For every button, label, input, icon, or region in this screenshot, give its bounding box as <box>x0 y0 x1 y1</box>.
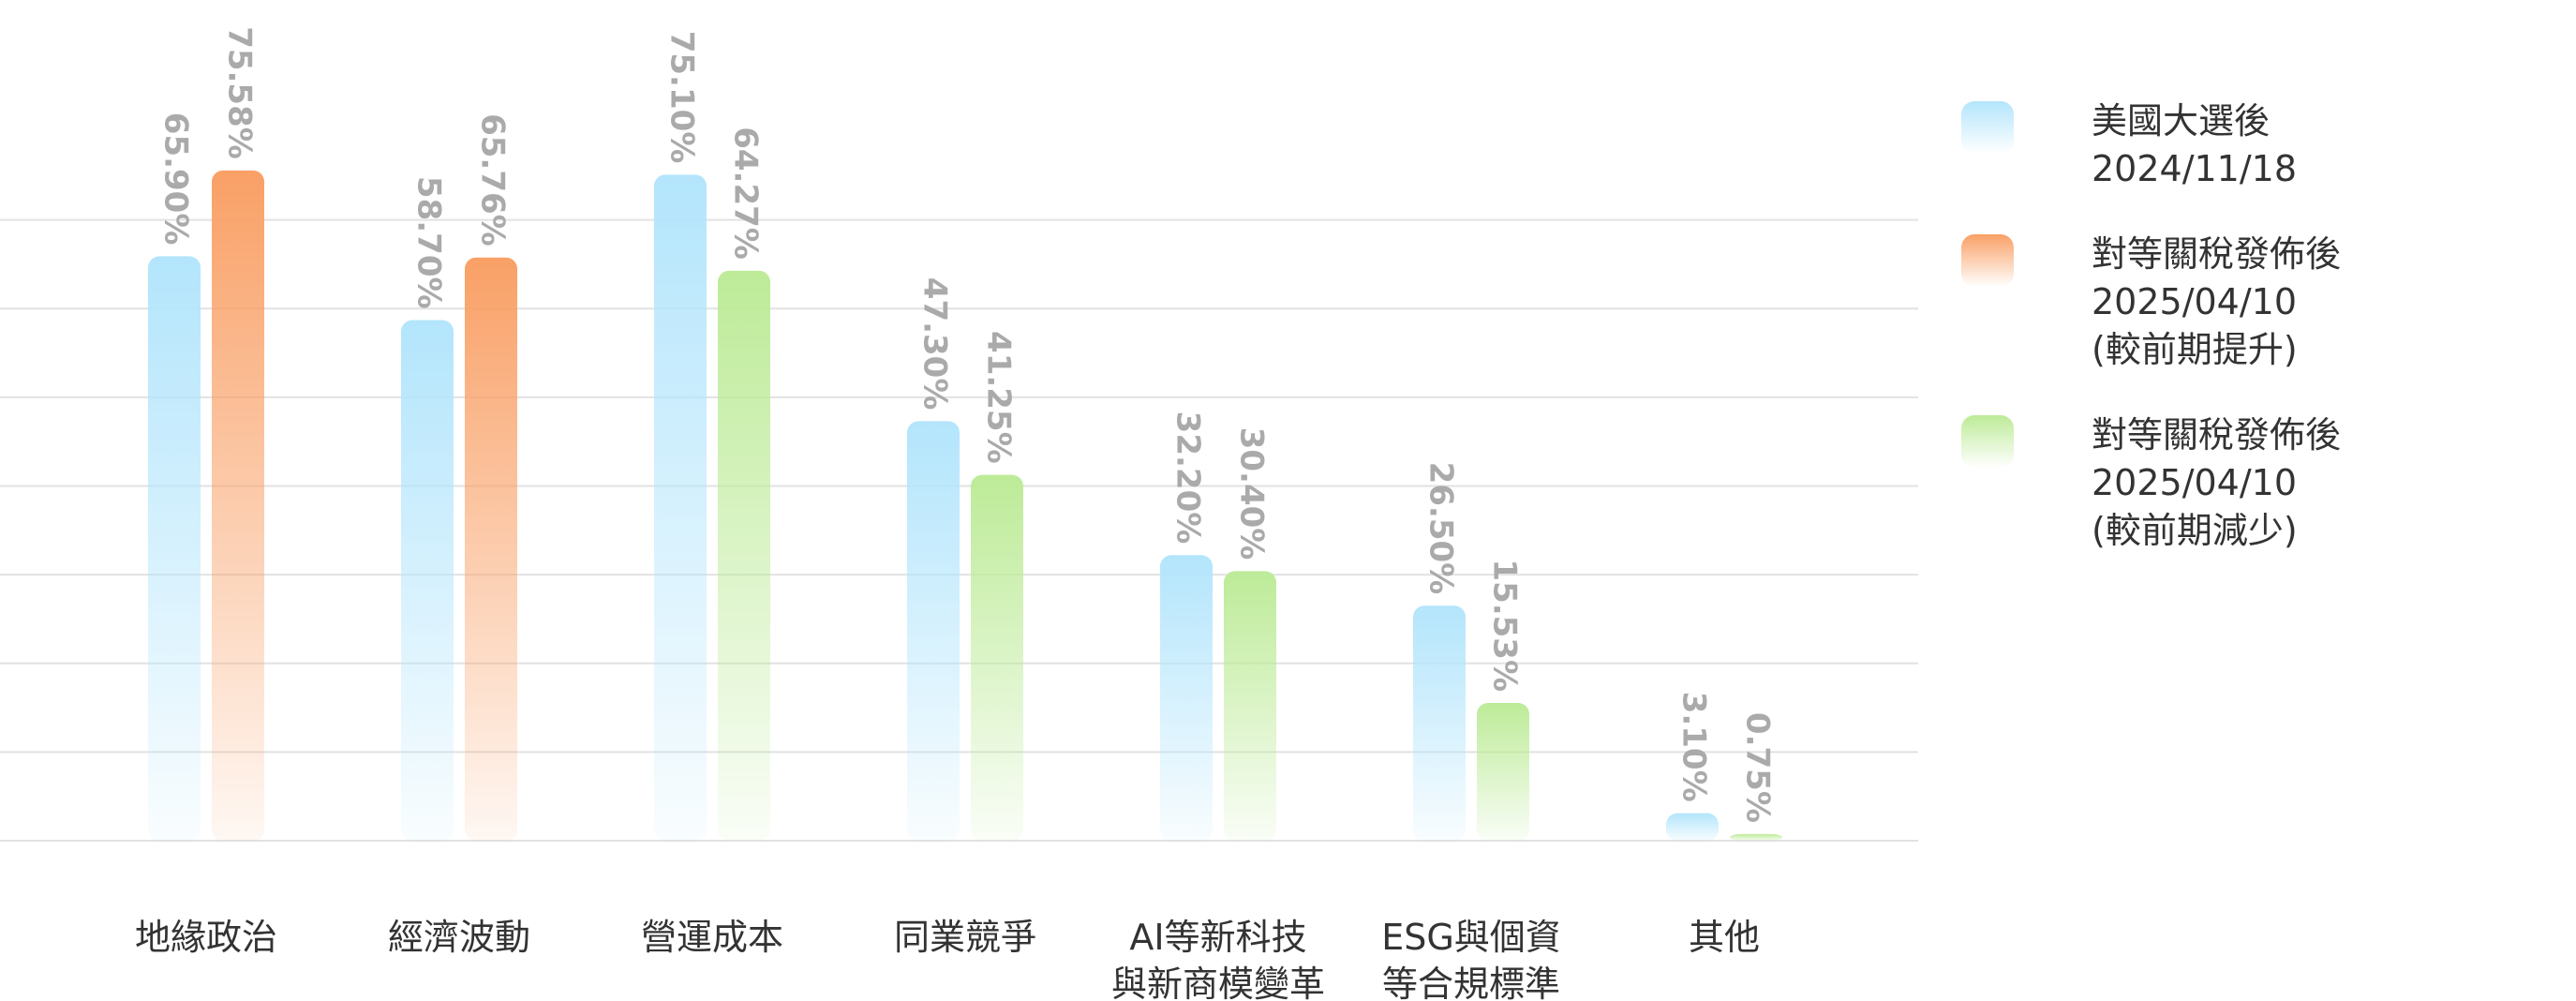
bar <box>465 257 517 842</box>
value-label: 75.58% <box>221 26 259 159</box>
value-label: 75.10% <box>663 31 701 164</box>
legend-swatch <box>1961 415 2014 468</box>
x-tick-label: 其他 <box>1688 917 1760 958</box>
legend-label: 美國大選後 2024/11/18 <box>2092 100 2298 189</box>
bar <box>1224 571 1276 841</box>
x-tick-label: 經濟波動 <box>387 917 530 958</box>
value-label: 65.90% <box>157 112 195 246</box>
legend-label: 對等關稅發佈後 2025/04/10 (較前期提升) <box>2092 233 2342 370</box>
bar <box>1413 605 1466 841</box>
bar <box>148 256 201 841</box>
value-label: 30.40% <box>1233 427 1271 560</box>
value-label: 64.27% <box>727 127 765 260</box>
value-label: 32.20% <box>1169 411 1207 545</box>
bar <box>654 174 707 841</box>
bar <box>212 170 264 842</box>
bar <box>401 320 454 841</box>
value-label: 15.53% <box>1486 559 1524 692</box>
value-label: 0.75% <box>1739 712 1777 823</box>
bar <box>907 421 960 841</box>
value-label: 47.30% <box>916 277 954 411</box>
bar <box>971 474 1023 841</box>
legend-swatch <box>1961 101 2014 154</box>
legend-swatch <box>1961 234 2014 287</box>
bar <box>718 270 770 842</box>
x-tick-label: 地緣政治 <box>134 917 277 958</box>
bar <box>1160 555 1213 841</box>
value-label: 58.70% <box>410 176 448 309</box>
value-label: 41.25% <box>980 331 1018 464</box>
bar <box>1666 813 1719 841</box>
bar <box>1730 833 1782 841</box>
x-tick-label: AI等新科技 與新商模變革 <box>1110 917 1325 1001</box>
x-tick-label: ESG與個資 等合規標準 <box>1381 917 1561 1001</box>
x-tick-label: 營運成本 <box>640 917 783 958</box>
legend-label: 對等關稅發佈後 2025/04/10 (較前期減少) <box>2092 414 2342 551</box>
value-label: 65.76% <box>474 113 512 247</box>
value-label: 3.10% <box>1675 692 1713 802</box>
value-label: 26.50% <box>1422 462 1460 595</box>
bar <box>1477 703 1529 841</box>
x-tick-label: 同業競爭 <box>893 917 1036 958</box>
